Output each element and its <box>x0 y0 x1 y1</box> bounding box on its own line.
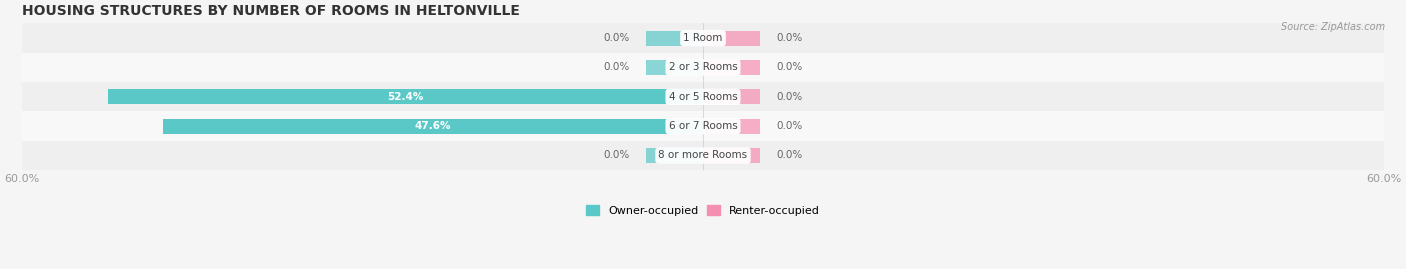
Text: 0.0%: 0.0% <box>776 92 803 102</box>
Text: 0.0%: 0.0% <box>776 33 803 43</box>
Text: 4 or 5 Rooms: 4 or 5 Rooms <box>669 92 737 102</box>
Bar <box>21 111 1385 141</box>
Bar <box>647 148 703 163</box>
Bar <box>21 82 1385 111</box>
Text: 52.4%: 52.4% <box>387 92 423 102</box>
Text: 1 Room: 1 Room <box>683 33 723 43</box>
Bar <box>21 23 1385 53</box>
Text: 0.0%: 0.0% <box>776 121 803 131</box>
Text: 47.6%: 47.6% <box>415 121 451 131</box>
Bar <box>703 89 759 104</box>
Bar <box>21 141 1385 170</box>
Text: Source: ZipAtlas.com: Source: ZipAtlas.com <box>1281 22 1385 31</box>
Text: 0.0%: 0.0% <box>603 33 630 43</box>
Legend: Owner-occupied, Renter-occupied: Owner-occupied, Renter-occupied <box>581 201 825 220</box>
Text: 8 or more Rooms: 8 or more Rooms <box>658 150 748 161</box>
Text: 0.0%: 0.0% <box>776 62 803 73</box>
Text: 2 or 3 Rooms: 2 or 3 Rooms <box>669 62 737 73</box>
Bar <box>163 119 703 134</box>
Bar <box>647 31 703 46</box>
Bar <box>21 53 1385 82</box>
Text: 0.0%: 0.0% <box>776 150 803 161</box>
Text: 6 or 7 Rooms: 6 or 7 Rooms <box>669 121 737 131</box>
Bar <box>703 60 759 75</box>
Text: 0.0%: 0.0% <box>603 62 630 73</box>
Bar <box>703 148 759 163</box>
Bar <box>703 31 759 46</box>
Text: HOUSING STRUCTURES BY NUMBER OF ROOMS IN HELTONVILLE: HOUSING STRUCTURES BY NUMBER OF ROOMS IN… <box>21 4 520 18</box>
Text: 0.0%: 0.0% <box>603 150 630 161</box>
Bar <box>703 119 759 134</box>
Bar <box>108 89 703 104</box>
Bar <box>647 60 703 75</box>
